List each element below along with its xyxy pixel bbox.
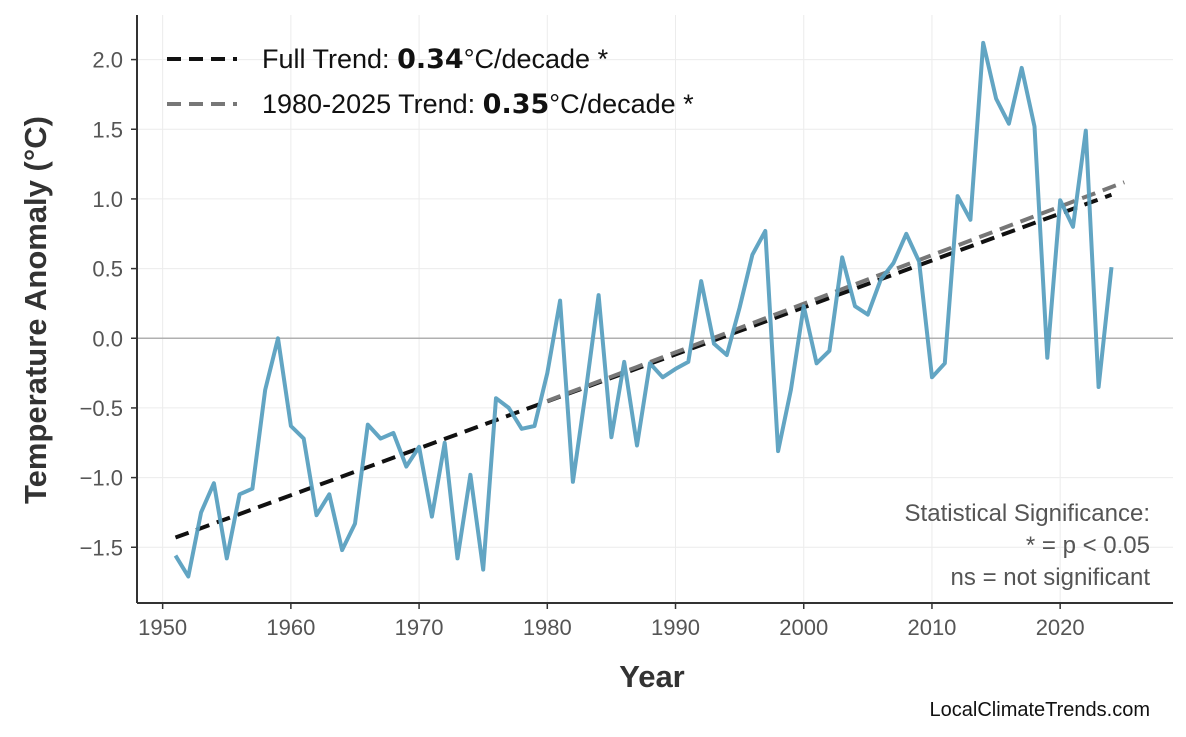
anomaly-line xyxy=(173,40,1114,579)
y-tick-label: 1.5 xyxy=(92,117,123,142)
x-tick-label: 1960 xyxy=(266,615,315,640)
axes xyxy=(131,15,1173,609)
x-tick-label: 2000 xyxy=(779,615,828,640)
full-trend-line xyxy=(174,192,1113,540)
series xyxy=(173,40,1114,579)
x-axis-label: Year xyxy=(619,659,685,694)
y-axis-label: Temperature Anomaly (°C) xyxy=(18,116,53,504)
y-tick-label: −1.5 xyxy=(80,535,123,560)
legend-label-1980: 1980-2025 Trend: 0.35°C/decade * xyxy=(262,89,694,120)
x-tick-label: 2010 xyxy=(907,615,956,640)
y-tick-label: 0.0 xyxy=(92,326,123,351)
legend-label-full: Full Trend: 0.34°C/decade * xyxy=(262,44,609,75)
trend-lines xyxy=(174,180,1125,540)
annotation-line-3: ns = not significant xyxy=(951,564,1151,591)
y-tick-label: −0.5 xyxy=(80,396,123,421)
annotation-line-2: * = p < 0.05 xyxy=(1026,532,1150,559)
y-tick-label: 2.0 xyxy=(92,48,123,73)
y-tick-label: 1.0 xyxy=(92,187,123,212)
tick-labels: 1950 1960 1970 1980 1990 2000 2010 2020 −1.5 −1.0… xyxy=(80,48,1085,640)
x-tick-label: 2020 xyxy=(1036,615,1085,640)
y-tick-label: −1.0 xyxy=(80,466,123,491)
x-tick-label: 1950 xyxy=(138,615,187,640)
annotation-line-1: Statistical Significance: xyxy=(905,500,1150,527)
x-tick-label: 1990 xyxy=(651,615,700,640)
y-tick-label: 0.5 xyxy=(92,257,123,282)
x-tick-label: 1980 xyxy=(523,615,572,640)
legend: Full Trend: 0.34°C/decade * 1980-2025 Tr… xyxy=(167,44,694,120)
source-credit: LocalClimateTrends.com xyxy=(930,699,1150,721)
x-tick-label: 1970 xyxy=(395,615,444,640)
